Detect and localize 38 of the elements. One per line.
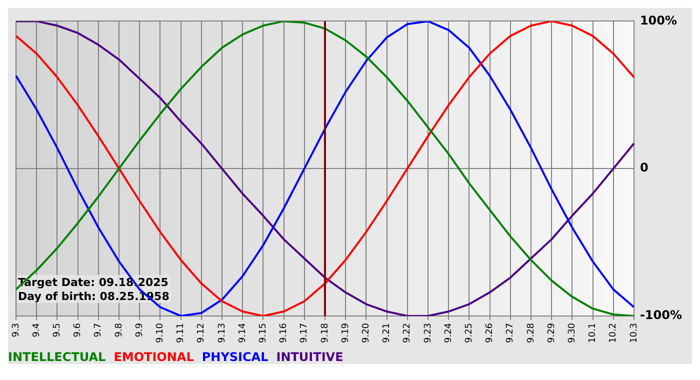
x-tick-label: 9.5	[52, 322, 63, 338]
x-tick-label: 9.14	[238, 322, 248, 344]
text: EMOTIONAL	[114, 350, 194, 364]
x-tick-label: 9.13	[217, 322, 228, 344]
text: INTUITIVE	[276, 350, 344, 364]
x-tick-label: 9.18	[320, 322, 330, 344]
x-tick-label: 9.11	[176, 322, 186, 344]
x-tick-label: 9.16	[279, 322, 290, 344]
x-tick-label: 9.4	[32, 322, 42, 338]
x-tick-label: 9.17	[300, 322, 310, 344]
x-tick-label: 9.21	[382, 322, 392, 344]
x-tick-label: 10.3	[629, 322, 640, 344]
x-tick-label: 9.27	[506, 322, 516, 344]
x-tick-label: 9.29	[546, 322, 557, 344]
x-tick-label: 9.12	[196, 322, 207, 344]
x-tick-label: 9.15	[258, 322, 269, 344]
x-tick-label: 9.6	[73, 322, 84, 338]
y-tick-label: -100%	[640, 308, 682, 322]
x-tick-label: 9.24	[444, 322, 454, 344]
x-tick-label: 10.1	[588, 322, 598, 344]
x-tick-label: 9.10	[156, 322, 166, 344]
x-tick-label: 9.22	[402, 322, 413, 344]
text: PHYSICAL	[202, 350, 268, 364]
text: INTELLECTUAL	[8, 350, 106, 364]
x-tick-label: 9.25	[464, 322, 475, 344]
y-tick-label: 0	[640, 160, 648, 175]
x-tick-label: 9.3	[11, 322, 22, 338]
x-tick-label: 9.19	[340, 322, 351, 344]
x-tick-label: 9.26	[485, 322, 496, 344]
x-tick-label: 9.23	[423, 322, 434, 344]
x-tick-label: 9.28	[526, 322, 536, 344]
x-tick-label: 9.9	[134, 322, 145, 338]
x-tick-label: 9.30	[567, 322, 578, 344]
x-tick-label: 9.20	[362, 322, 372, 344]
x-tick-label: 9.7	[94, 322, 104, 338]
x-tick-label: 10.2	[608, 322, 619, 344]
y-tick-label: 100%	[640, 13, 678, 28]
x-tick-label: 9.8	[114, 322, 124, 338]
